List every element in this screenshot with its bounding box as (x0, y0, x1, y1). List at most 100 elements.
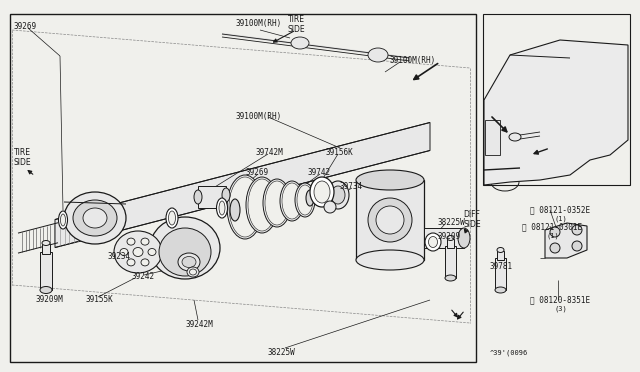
Text: 39269: 39269 (245, 168, 268, 177)
Bar (356, 180, 424, 260)
Ellipse shape (282, 183, 302, 219)
Bar (495, 258, 506, 290)
Ellipse shape (64, 192, 126, 244)
Ellipse shape (356, 170, 424, 190)
Text: Ⓑ 08121-0352E: Ⓑ 08121-0352E (530, 205, 590, 214)
Text: TIRE
SIDE: TIRE SIDE (14, 148, 31, 167)
Ellipse shape (178, 253, 200, 271)
Bar (447, 239, 454, 248)
Text: 39742M: 39742M (255, 148, 283, 157)
Polygon shape (55, 122, 430, 247)
Text: 39100M(RH): 39100M(RH) (235, 112, 281, 121)
Ellipse shape (187, 267, 199, 277)
Ellipse shape (229, 177, 261, 237)
Ellipse shape (230, 199, 240, 221)
Ellipse shape (58, 211, 67, 229)
Ellipse shape (194, 190, 202, 204)
Bar (10, 14, 476, 362)
Text: 39155K: 39155K (85, 295, 113, 304)
Ellipse shape (550, 243, 560, 253)
Text: 38225W: 38225W (268, 348, 296, 357)
Text: TIRE
SIDE: TIRE SIDE (287, 15, 305, 34)
PathPatch shape (545, 223, 587, 258)
Bar (198, 186, 226, 208)
Bar (424, 228, 464, 248)
Ellipse shape (447, 235, 454, 241)
Text: 39781: 39781 (490, 262, 513, 271)
Text: Ⓑ 08121-0301E: Ⓑ 08121-0301E (522, 222, 582, 231)
Bar (485, 120, 500, 155)
Text: 39209: 39209 (438, 232, 461, 241)
Ellipse shape (141, 259, 149, 266)
Ellipse shape (376, 206, 404, 234)
Ellipse shape (425, 233, 441, 251)
Bar (42, 244, 50, 254)
Ellipse shape (40, 286, 52, 294)
Ellipse shape (572, 241, 582, 251)
Text: (3): (3) (555, 305, 568, 311)
Ellipse shape (246, 177, 278, 233)
Ellipse shape (445, 275, 456, 281)
Text: 39156K: 39156K (325, 148, 353, 157)
Ellipse shape (368, 48, 388, 62)
Ellipse shape (263, 179, 291, 227)
Ellipse shape (120, 248, 128, 256)
Text: 39269: 39269 (14, 22, 37, 31)
Ellipse shape (216, 198, 227, 218)
Text: Ⓑ 08120-8351E: Ⓑ 08120-8351E (530, 295, 590, 304)
Text: 39242M: 39242M (185, 320, 212, 329)
Ellipse shape (61, 214, 65, 226)
Ellipse shape (166, 208, 178, 228)
Text: 39100M(RH): 39100M(RH) (390, 56, 436, 65)
Text: 39242: 39242 (132, 272, 155, 281)
Ellipse shape (227, 175, 263, 239)
Ellipse shape (182, 257, 196, 267)
Ellipse shape (265, 181, 289, 225)
Ellipse shape (73, 200, 117, 236)
Ellipse shape (314, 181, 330, 203)
Ellipse shape (324, 201, 336, 213)
Ellipse shape (280, 181, 304, 221)
Ellipse shape (168, 211, 175, 225)
Text: 38225W: 38225W (438, 218, 466, 227)
Ellipse shape (83, 208, 107, 228)
Ellipse shape (42, 241, 50, 246)
Ellipse shape (310, 177, 334, 207)
Bar (445, 246, 456, 278)
Ellipse shape (219, 201, 225, 215)
Ellipse shape (189, 269, 196, 275)
Ellipse shape (550, 227, 560, 237)
Ellipse shape (114, 231, 162, 273)
Bar (483, 14, 630, 185)
Ellipse shape (150, 217, 220, 279)
Ellipse shape (127, 238, 135, 245)
Ellipse shape (306, 190, 314, 206)
Ellipse shape (127, 259, 135, 266)
Text: 39734: 39734 (340, 182, 363, 191)
Ellipse shape (458, 228, 470, 248)
Text: ^39'(0096: ^39'(0096 (490, 350, 528, 356)
Bar (40, 252, 52, 290)
Ellipse shape (572, 225, 582, 235)
Ellipse shape (509, 133, 521, 141)
Ellipse shape (331, 186, 345, 204)
Ellipse shape (148, 248, 156, 256)
Ellipse shape (141, 238, 149, 245)
Text: DIFF
SIDE: DIFF SIDE (463, 210, 481, 230)
Ellipse shape (429, 237, 438, 247)
Ellipse shape (295, 183, 315, 217)
Text: (1): (1) (555, 215, 568, 221)
Text: 39742: 39742 (308, 168, 331, 177)
Ellipse shape (297, 185, 313, 215)
Ellipse shape (133, 247, 143, 257)
Ellipse shape (495, 287, 506, 293)
Ellipse shape (222, 188, 230, 202)
Ellipse shape (159, 228, 211, 276)
Text: 39209M: 39209M (35, 295, 63, 304)
Ellipse shape (291, 37, 309, 49)
Ellipse shape (356, 250, 424, 270)
Bar (497, 251, 504, 260)
Ellipse shape (368, 198, 412, 242)
Ellipse shape (248, 179, 276, 231)
Ellipse shape (327, 181, 349, 209)
